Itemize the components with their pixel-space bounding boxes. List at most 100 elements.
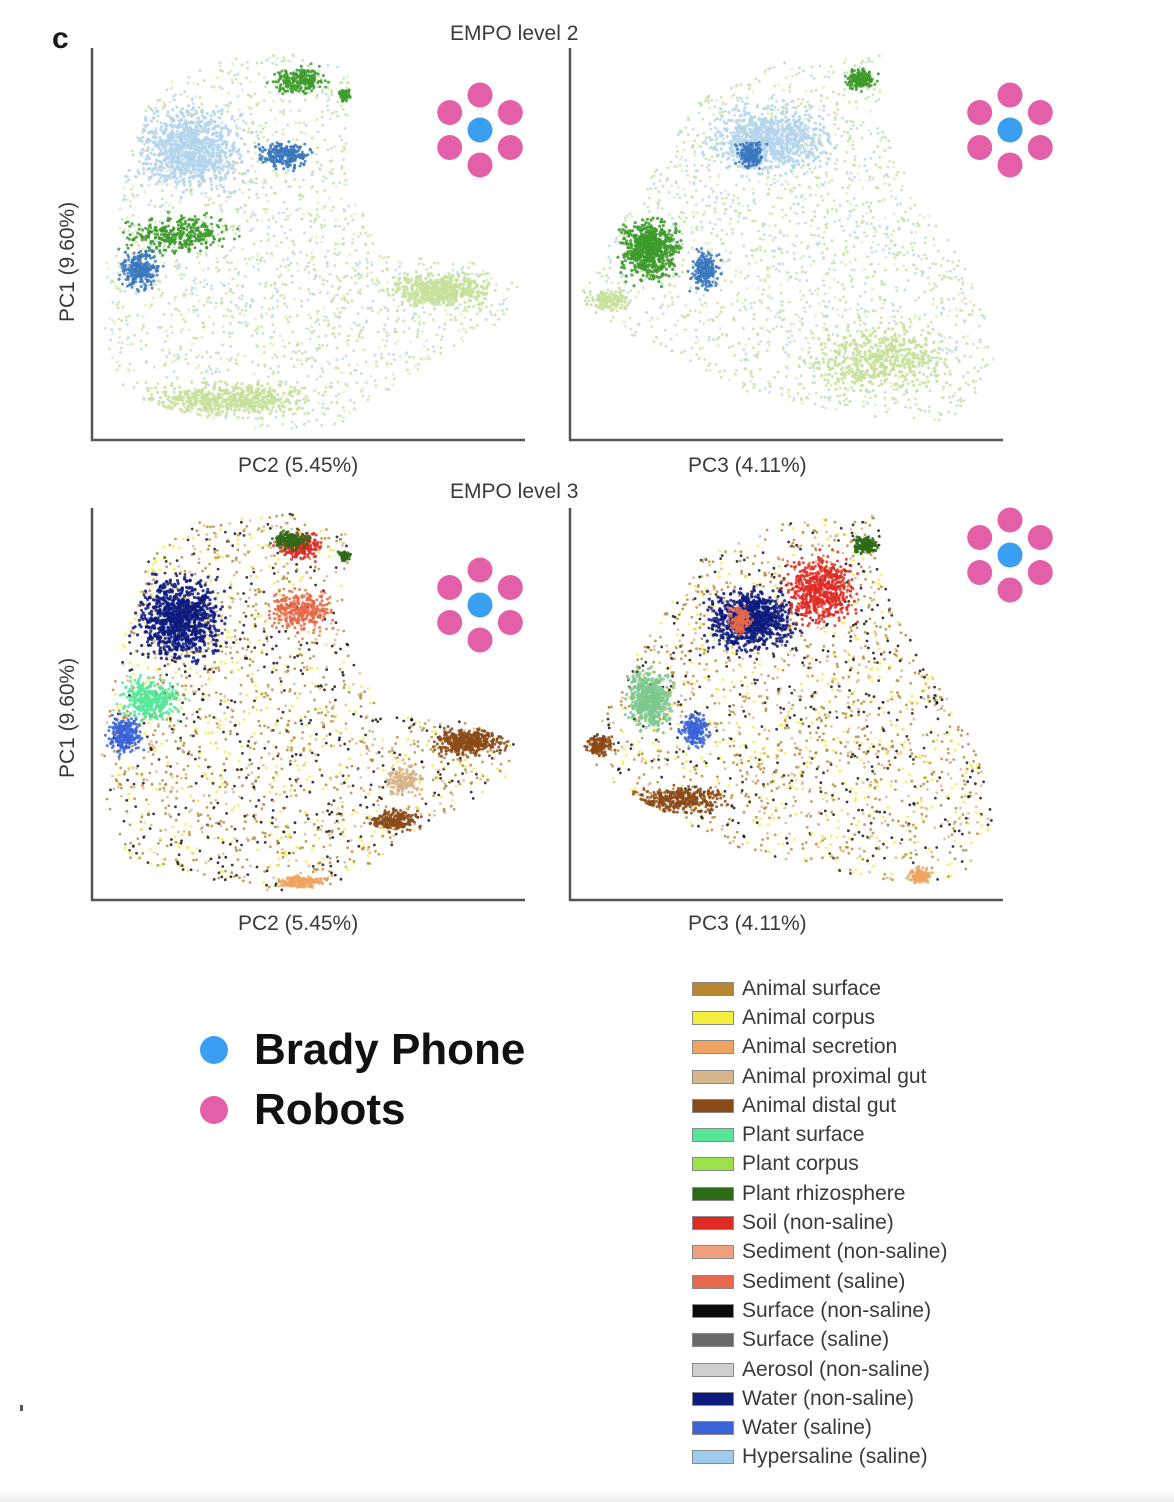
robot-dot bbox=[497, 575, 523, 600]
env-legend-item: Water (non-saline) bbox=[692, 1384, 947, 1413]
phone-dot bbox=[467, 117, 493, 143]
robot-dot bbox=[1027, 100, 1053, 125]
robot-dot bbox=[497, 100, 523, 125]
legend-swatch bbox=[692, 1303, 734, 1318]
legend-swatch bbox=[692, 1040, 734, 1055]
legend-label: Plant corpus bbox=[742, 1152, 859, 1176]
bottom-edge bbox=[0, 1490, 1174, 1502]
plot1-xlabel: PC2 (5.45%) bbox=[238, 454, 359, 477]
plot2-points bbox=[582, 54, 995, 422]
robot-dot bbox=[467, 82, 493, 108]
robot-dot bbox=[467, 557, 493, 583]
legend-label: Plant surface bbox=[742, 1123, 865, 1147]
legend-item-robots: Robots bbox=[200, 1080, 525, 1140]
legend-label: Water (saline) bbox=[742, 1416, 872, 1440]
robot-dot bbox=[497, 135, 523, 160]
plot3-ylabel: PC1 (9.60%) bbox=[56, 657, 79, 778]
plot3-points bbox=[100, 512, 515, 892]
robot-dot bbox=[437, 575, 463, 600]
plot4-points bbox=[583, 514, 993, 885]
panel-letter: c bbox=[52, 22, 69, 55]
legend-swatch bbox=[692, 1333, 734, 1348]
marker-cluster-icon bbox=[437, 557, 523, 653]
legend-label: Sediment (saline) bbox=[742, 1269, 906, 1293]
legend-label: Plant rhizosphere bbox=[742, 1181, 906, 1205]
overlay-legend: Brady Phone Robots bbox=[200, 1020, 525, 1140]
plot1-axes bbox=[90, 48, 525, 442]
env-legend-item: Plant rhizosphere bbox=[692, 1179, 947, 1208]
robot-dot bbox=[967, 100, 993, 125]
pink-dot-icon bbox=[200, 1096, 228, 1124]
robot-dot bbox=[967, 560, 993, 585]
marker-cluster-icon bbox=[967, 507, 1053, 603]
legend-label: Animal distal gut bbox=[742, 1093, 897, 1117]
env-legend-item: Hypersaline (saline) bbox=[692, 1443, 947, 1472]
plot2-xlabel: PC3 (4.11%) bbox=[688, 454, 807, 477]
legend-label: Animal proximal gut bbox=[742, 1064, 927, 1088]
robot-dot bbox=[967, 525, 993, 550]
robot-dot bbox=[497, 610, 523, 635]
legend-swatch bbox=[692, 1245, 734, 1260]
env-legend-item: Surface (non-saline) bbox=[692, 1296, 947, 1325]
robot-dot bbox=[1027, 525, 1053, 550]
robot-dot bbox=[437, 100, 463, 125]
legend-swatch bbox=[692, 1421, 734, 1436]
robot-dot bbox=[437, 610, 463, 635]
robot-dot bbox=[467, 152, 493, 178]
phone-dot bbox=[467, 592, 493, 618]
marker-cluster-icon bbox=[967, 82, 1053, 178]
legend-label: Aerosol (non-saline) bbox=[742, 1357, 930, 1381]
legend-label: Hypersaline (saline) bbox=[742, 1445, 928, 1469]
env-legend-item: Sediment (saline) bbox=[692, 1267, 947, 1296]
legend-swatch bbox=[692, 1186, 734, 1201]
legend-label: Surface (saline) bbox=[742, 1328, 890, 1352]
env-legend-item: Surface (saline) bbox=[692, 1326, 947, 1355]
legend-label: Surface (non-saline) bbox=[742, 1298, 932, 1322]
legend-swatch bbox=[692, 1128, 734, 1143]
robot-dot bbox=[997, 507, 1023, 533]
plot2-axes bbox=[568, 48, 1003, 442]
robot-dot bbox=[997, 577, 1023, 603]
plot1-points bbox=[103, 53, 519, 430]
legend-swatch bbox=[692, 981, 734, 996]
legend-label: Animal secretion bbox=[742, 1035, 898, 1059]
robot-dot bbox=[1027, 135, 1053, 160]
robot-dot bbox=[967, 135, 993, 160]
plot3-xlabel: PC2 (5.45%) bbox=[238, 912, 359, 935]
env-legend-item: Animal proximal gut bbox=[692, 1062, 947, 1091]
env-legend-item: Animal distal gut bbox=[692, 1091, 947, 1120]
legend-label: Robots bbox=[254, 1085, 406, 1134]
env-legend-item: Animal corpus bbox=[692, 1003, 947, 1032]
legend-swatch bbox=[692, 1010, 734, 1025]
robot-dot bbox=[437, 135, 463, 160]
plot4-axes bbox=[568, 508, 1003, 902]
env-legend-item: Soil (non-saline) bbox=[692, 1208, 947, 1237]
env-legend-item: Animal secretion bbox=[692, 1033, 947, 1062]
legend-swatch bbox=[692, 1157, 734, 1172]
env-legend-item: Animal surface bbox=[692, 974, 947, 1003]
phone-dot bbox=[997, 117, 1023, 143]
blue-dot-icon bbox=[200, 1036, 228, 1064]
marker-cluster-icon bbox=[437, 82, 523, 178]
legend-item-brady-phone: Brady Phone bbox=[200, 1020, 525, 1080]
legend-label: Animal corpus bbox=[742, 1005, 876, 1029]
legend-label: Animal surface bbox=[742, 976, 881, 1000]
legend-swatch bbox=[692, 1274, 734, 1289]
env-legend-item: Plant corpus bbox=[692, 1150, 947, 1179]
legend-label: Soil (non-saline) bbox=[742, 1211, 894, 1235]
plot3-axes bbox=[90, 508, 525, 902]
env-legend-item: Aerosol (non-saline) bbox=[692, 1355, 947, 1384]
robot-dot bbox=[997, 82, 1023, 108]
env-legend-item: Plant surface bbox=[692, 1120, 947, 1149]
robot-dot bbox=[997, 152, 1023, 178]
plot4-xlabel: PC3 (4.11%) bbox=[688, 912, 807, 935]
legend-label: Sediment (non-saline) bbox=[742, 1240, 948, 1264]
legend-swatch bbox=[692, 1098, 734, 1113]
env-legend-item: Sediment (non-saline) bbox=[692, 1238, 947, 1267]
legend-swatch bbox=[692, 1391, 734, 1406]
legend-swatch bbox=[692, 1216, 734, 1231]
level2-title: EMPO level 2 bbox=[450, 22, 579, 45]
legend-swatch bbox=[692, 1450, 734, 1465]
environment-legend: Animal surface Animal corpus Animal secret… bbox=[692, 974, 947, 1472]
